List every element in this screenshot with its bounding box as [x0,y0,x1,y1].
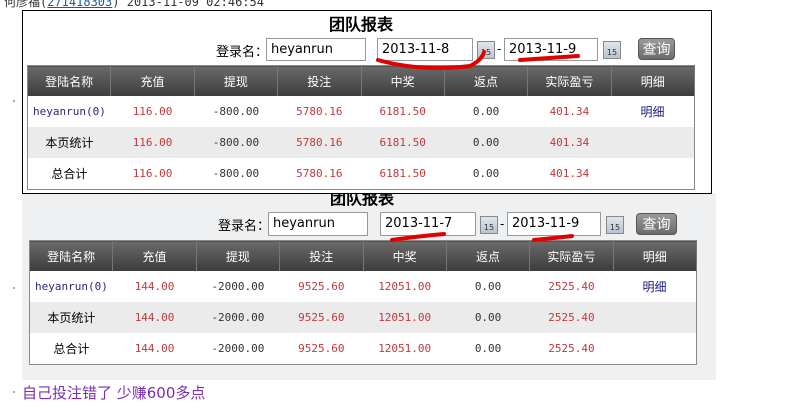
date-to-input[interactable]: 2013-11-9 [507,212,601,236]
cell: 本页统计 [27,127,111,158]
cell: 2525.40 [529,302,614,333]
table-row: 总合计 144.00 -2000.00 9525.60 12051.00 0.00 2525… [29,333,697,365]
cell: 116.00 [110,96,195,127]
cell: 6181.50 [361,127,445,158]
cell: 0.00 [446,333,530,365]
cell: 本页统计 [29,302,113,333]
cell: 5780.16 [277,158,361,190]
cell: 144.00 [112,333,197,365]
login-input[interactable]: heyanrun [266,38,366,61]
post-comment: 自己投注错了 少赚600多点 [22,384,206,402]
cell [611,127,695,158]
report-table: 登陆名称 充值 提现 投注 中奖 返点 实际盈亏 明细 heyanrun(0) 144.00 -2… [29,240,698,365]
calendar-icon[interactable]: 15 [477,41,495,59]
post-time: ) 2013-11-09 02:46:54 [112,0,264,9]
cell: 6181.50 [361,158,445,190]
cell: -800.00 [194,127,278,158]
cell: 9525.60 [279,271,363,302]
col-header: 明细 [611,65,696,96]
cell: 总合计 [29,333,113,365]
team-report-panel-1: 团队报表 登录名： heyanrun 2013-11-8 15 - 2013-1… [22,10,712,194]
cell: -800.00 [194,158,278,190]
author-name: 何彦福( [4,0,48,9]
cell: 0.00 [444,96,528,127]
cell: 116.00 [110,158,195,190]
col-header: 返点 [446,240,531,271]
cell: 144.00 [112,271,197,302]
col-header: 中奖 [363,240,447,271]
cell: 401.34 [527,158,612,190]
cell: 总合计 [27,158,111,190]
col-header: 实际盈亏 [529,240,614,271]
cell: 0.00 [444,158,528,190]
col-header: 登陆名称 [27,65,112,96]
cell: 12051.00 [363,302,447,333]
date-separator: - [497,42,502,56]
cell: 0.00 [446,302,530,333]
cell [613,302,697,333]
col-header: 充值 [110,65,195,96]
cell: -800.00 [194,96,278,127]
cell: 6181.50 [361,96,445,127]
date-to-input[interactable]: 2013-11-9 [504,38,598,61]
col-header: 投注 [277,65,362,96]
login-input[interactable]: heyanrun [268,212,368,236]
user-link[interactable]: heyanrun(0) [27,96,111,127]
cell: 401.34 [527,96,612,127]
date-from-input[interactable]: 2013-11-7 [380,212,476,236]
cell: -2000.00 [196,302,280,333]
col-header: 提现 [194,65,279,96]
bullet [13,287,15,289]
report-title: 团队报表 [329,15,394,34]
cell: -2000.00 [196,333,280,365]
cell: 116.00 [110,127,195,158]
bullet [13,391,15,393]
cell: 144.00 [112,302,197,333]
cell: 0.00 [444,127,528,158]
query-button[interactable]: 查询 [636,213,677,235]
col-header: 明细 [613,240,698,271]
table-row: heyanrun(0) 144.00 -2000.00 9525.60 12051.00… [29,271,697,302]
report-table: 登陆名称 充值 提现 投注 中奖 返点 实际盈亏 明细 heyanrun(0) 116.00 -8… [27,65,696,190]
post-header: 何彦福(271418303) 2013-11-09 02:46:54 [4,0,264,10]
login-label: 登录名： [216,45,269,60]
cell: 2525.40 [529,333,614,365]
cell: 12051.00 [363,333,447,365]
cell: 5780.16 [277,127,361,158]
qq-link[interactable]: 271418303 [47,0,113,9]
cell: -2000.00 [196,271,280,302]
cell: 2525.40 [529,271,614,302]
col-header: 中奖 [361,65,445,96]
cell: 401.34 [527,127,612,158]
table-row: 总合计 116.00 -800.00 5780.16 6181.50 0.00 401.34 [27,158,695,190]
col-header: 投注 [279,240,364,271]
bullet [13,100,15,102]
calendar-icon[interactable]: 15 [480,216,498,234]
col-header: 实际盈亏 [527,65,612,96]
cell: 9525.60 [279,302,363,333]
date-separator: - [500,217,505,231]
team-report-panel-2: 团队报表 登录名： heyanrun 2013-11-7 15 - 2013-1… [22,189,716,380]
cell: 12051.00 [363,271,447,302]
calendar-icon[interactable]: 15 [603,41,621,59]
login-label: 登录名： [218,219,271,234]
detail-link[interactable]: 明细 [611,96,695,127]
table-row: heyanrun(0) 116.00 -800.00 5780.16 6181.50 0.… [27,96,695,127]
table-row: 本页统计 116.00 -800.00 5780.16 6181.50 0.00 401.3… [27,127,695,158]
cell: 5780.16 [277,96,361,127]
table-row: 本页统计 144.00 -2000.00 9525.60 12051.00 0.00 252… [29,302,697,333]
query-button[interactable]: 查询 [638,38,675,60]
col-header: 返点 [444,65,529,96]
calendar-icon[interactable]: 15 [606,216,624,234]
date-from-input[interactable]: 2013-11-8 [377,38,473,61]
cell: 0.00 [446,271,530,302]
col-header: 提现 [196,240,281,271]
cell: 9525.60 [279,333,363,365]
col-header: 登陆名称 [29,240,114,271]
col-header: 充值 [112,240,197,271]
cell [611,158,695,190]
detail-link[interactable]: 明细 [613,271,697,302]
cell [613,333,697,365]
user-link[interactable]: heyanrun(0) [29,271,113,302]
